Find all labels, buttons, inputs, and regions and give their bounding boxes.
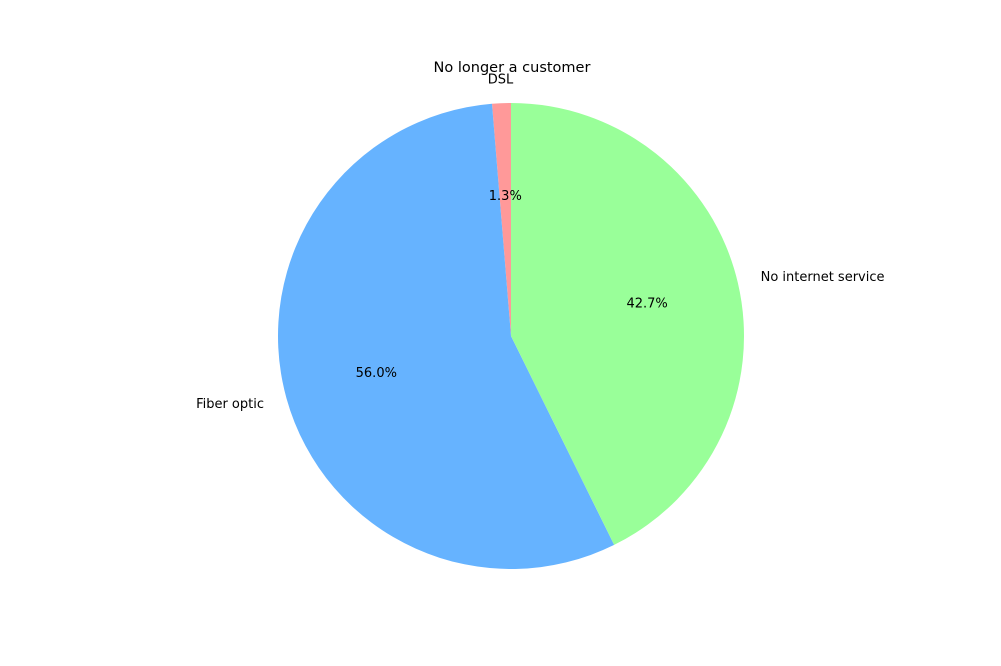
slice-label-dsl: DSL — [488, 72, 514, 87]
pie-slices — [277, 103, 745, 570]
pie-slice-fiber-optic — [277, 103, 615, 570]
pct-label-no-internet-service: 42.7% — [626, 297, 667, 312]
pct-label-dsl: 1.3% — [489, 189, 522, 204]
chart-title: No longer a customer — [434, 60, 591, 76]
pie-labels: DSL 1.3% Fiber optic 56.0% No internet servi… — [196, 72, 885, 412]
slice-label-no-internet-service: No internet service — [761, 270, 885, 285]
pie-slice-no-internet-service — [511, 103, 745, 545]
pct-label-fiber-optic: 56.0% — [356, 366, 397, 381]
pie-slice-dsl — [491, 103, 511, 336]
slice-label-fiber-optic: Fiber optic — [196, 397, 264, 412]
